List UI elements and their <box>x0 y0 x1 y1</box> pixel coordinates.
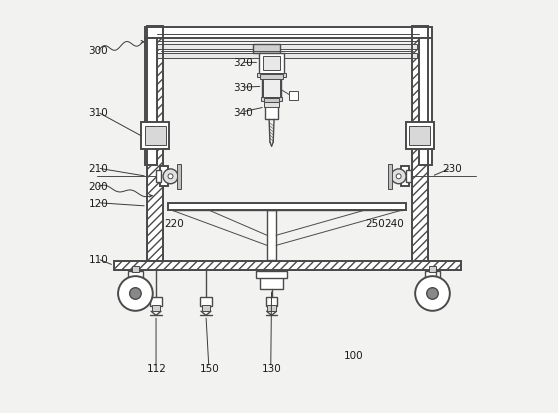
Text: 340: 340 <box>233 108 253 118</box>
Bar <box>114 261 460 270</box>
Bar <box>388 164 392 189</box>
Text: 120: 120 <box>88 198 108 208</box>
Text: 220: 220 <box>164 218 184 228</box>
Text: 320: 320 <box>233 58 253 68</box>
Bar <box>147 26 162 261</box>
Text: 200: 200 <box>88 182 108 192</box>
Circle shape <box>391 169 406 184</box>
Bar <box>157 45 417 50</box>
Bar <box>264 99 280 103</box>
Bar <box>114 261 460 270</box>
Bar <box>401 167 410 187</box>
Bar <box>132 266 139 272</box>
Bar <box>412 26 427 261</box>
Bar <box>266 297 277 306</box>
Bar <box>419 39 432 165</box>
Circle shape <box>118 276 153 311</box>
Bar <box>261 98 282 102</box>
Bar <box>167 203 406 211</box>
Text: 112: 112 <box>147 363 167 373</box>
Bar <box>261 75 283 80</box>
Bar <box>261 276 283 290</box>
Circle shape <box>129 288 141 299</box>
Text: 210: 210 <box>88 164 108 173</box>
Bar <box>425 271 440 278</box>
Bar <box>145 27 432 39</box>
Text: 150: 150 <box>200 363 219 373</box>
Bar <box>429 266 436 272</box>
Bar <box>145 126 166 145</box>
Text: 240: 240 <box>384 218 404 228</box>
Bar <box>177 164 181 189</box>
Bar <box>289 92 299 101</box>
Bar <box>406 171 411 183</box>
Circle shape <box>427 288 438 299</box>
Bar <box>152 305 160 311</box>
Bar <box>202 305 210 311</box>
Bar <box>150 297 162 306</box>
Bar <box>156 171 161 183</box>
Text: 250: 250 <box>365 218 386 228</box>
Bar <box>128 271 143 278</box>
Circle shape <box>427 291 445 309</box>
Bar <box>265 99 278 120</box>
Text: 130: 130 <box>262 363 281 373</box>
Bar <box>264 103 279 108</box>
Bar <box>263 78 280 98</box>
Circle shape <box>168 174 173 179</box>
Bar <box>267 211 276 261</box>
Text: 110: 110 <box>88 254 108 264</box>
Bar <box>200 297 211 306</box>
Text: 310: 310 <box>88 108 108 118</box>
Bar <box>267 305 276 311</box>
Bar <box>257 74 286 78</box>
Bar <box>253 45 280 54</box>
Bar <box>141 123 169 150</box>
Bar <box>157 54 417 59</box>
Text: 300: 300 <box>88 46 108 56</box>
Bar <box>160 167 168 187</box>
Text: 230: 230 <box>442 164 461 173</box>
Bar <box>409 126 430 145</box>
Text: 100: 100 <box>344 351 364 361</box>
Bar <box>145 39 157 165</box>
Bar <box>147 26 162 261</box>
Bar <box>406 123 434 150</box>
Text: 330: 330 <box>233 83 253 93</box>
Bar <box>412 26 427 261</box>
Bar <box>259 54 284 75</box>
Circle shape <box>163 169 178 184</box>
Circle shape <box>396 174 401 179</box>
Bar <box>256 271 287 278</box>
Bar <box>262 75 281 99</box>
Circle shape <box>415 276 450 311</box>
Bar <box>263 57 280 71</box>
